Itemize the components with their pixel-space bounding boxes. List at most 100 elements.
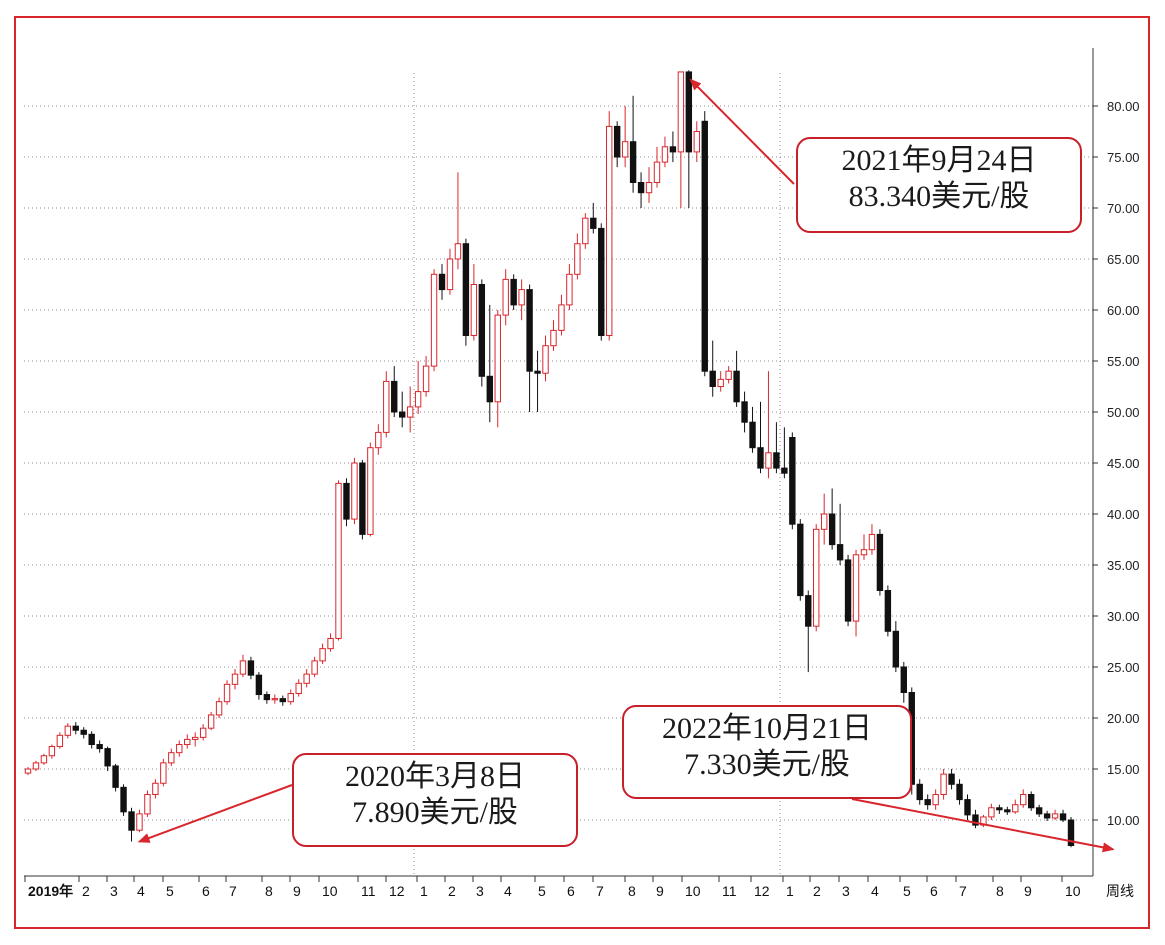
candle-body (191, 736, 199, 740)
x-tick-label: 2 (813, 883, 821, 899)
candle-body (836, 544, 844, 561)
x-tick-label: 11 (361, 883, 376, 899)
candle-down (948, 769, 955, 790)
candle-down (526, 284, 533, 412)
candle-body (343, 482, 350, 520)
candle-down (247, 656, 255, 680)
x-tick-label: 3 (476, 883, 484, 899)
candle-down (637, 172, 645, 208)
candle-up (144, 790, 151, 817)
candle-body (669, 146, 677, 153)
candle-up (40, 753, 48, 765)
x-tick-label: 11 (722, 883, 737, 899)
candle-body (287, 693, 294, 703)
candle-body (295, 682, 302, 695)
candle-body (781, 467, 788, 474)
x-tick-label: 3 (842, 883, 850, 899)
candle-body (48, 746, 56, 757)
candle-up (621, 106, 629, 168)
candle-body (606, 125, 613, 337)
candle-up (494, 310, 501, 428)
candle-body (884, 590, 892, 632)
candle-body (1043, 813, 1051, 819)
y-tick-label: 35.00 (1107, 558, 1140, 573)
candle-up (191, 732, 199, 747)
candle-body (558, 304, 565, 331)
candle-down (836, 503, 844, 565)
candle-body (1059, 813, 1067, 821)
candle-up (335, 480, 342, 641)
x-tick-label: 12 (754, 883, 770, 899)
candle-body (598, 227, 605, 336)
candle-body (279, 698, 286, 703)
candle-body (629, 141, 637, 183)
candle-body (120, 786, 127, 813)
callout-peak-date: 2021年9月24日 (841, 144, 1037, 177)
candle-up (24, 766, 32, 776)
candle-up (303, 669, 310, 688)
candle-up (813, 524, 820, 632)
callout-low-2020: 2020年3月8日 7.890美元/股 (292, 753, 578, 847)
candle-up (406, 386, 414, 433)
candle-body (64, 725, 72, 736)
candle-up (606, 111, 613, 341)
candle-body (327, 637, 334, 650)
y-tick-label: 10.00 (1107, 813, 1140, 828)
x-tick-label: 5 (538, 883, 546, 899)
candle-body (303, 673, 310, 684)
callout-low-2022-price: 7.330美元/股 (684, 748, 850, 781)
callout-peak-price: 83.340美元/股 (848, 180, 1030, 213)
candle-body (215, 701, 223, 716)
x-tick-label: 7 (596, 883, 604, 899)
candle-body (542, 345, 549, 374)
candle-down (1059, 809, 1067, 823)
candle-body (184, 738, 191, 746)
candle-up (168, 748, 175, 766)
candle-up (677, 71, 685, 208)
callout-low-2022-date: 2022年10月21日 (662, 712, 872, 745)
candle-up (295, 679, 302, 697)
candle-down (613, 121, 621, 168)
candle-body (160, 762, 167, 784)
candle-down (956, 779, 963, 805)
candle-down (104, 746, 111, 772)
x-tick-label: 7 (959, 883, 967, 899)
candle-body (223, 683, 231, 703)
candle-body (534, 370, 541, 374)
candle-body (749, 421, 756, 449)
candle-down (80, 727, 87, 739)
candle-body (717, 378, 724, 387)
candle-up (653, 146, 661, 188)
candle-body (590, 217, 597, 229)
candle-down (733, 350, 740, 407)
candle-down (924, 794, 931, 810)
candle-down (486, 304, 493, 423)
candle-body (964, 799, 971, 816)
candle-up (422, 355, 430, 397)
x-tick-label: 1 (420, 883, 428, 899)
candlestick-chart: 10.00 15.00 20.00 25.00 30.00 35.00 40.00 45.00… (24, 48, 1140, 899)
candle-up (136, 809, 143, 833)
candle-body (725, 370, 732, 380)
x-tick-label: 12 (389, 883, 405, 899)
candle-down (972, 809, 979, 829)
candle-body (805, 595, 812, 627)
candle-body (383, 380, 390, 433)
candle-up (160, 758, 167, 787)
candle-body (176, 744, 183, 754)
grid-layer (24, 73, 1093, 874)
candle-up (558, 294, 565, 336)
x-tick-label: 10 (322, 883, 338, 899)
y-tick-label: 40.00 (1107, 507, 1140, 522)
candle-up (199, 724, 207, 741)
candle-up (351, 457, 358, 525)
candle-down (797, 519, 804, 601)
candle-body (454, 243, 462, 260)
candle-down (510, 274, 517, 310)
candle-up (860, 534, 868, 560)
candle-up (550, 320, 557, 351)
candle-body (462, 243, 470, 336)
candle-up (693, 121, 700, 163)
candle-body (526, 289, 533, 372)
candle-up (470, 264, 478, 341)
